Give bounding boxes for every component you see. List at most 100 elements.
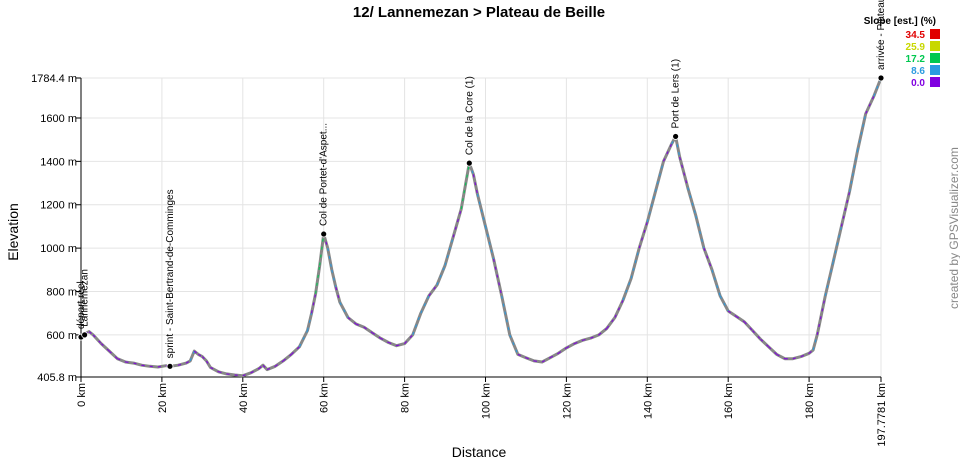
waypoint-label: Col de la Core (1) [464,76,475,155]
slope-segment [848,150,859,192]
slope-segment [533,360,543,363]
slope-segment [347,317,357,325]
slope-segment [436,265,446,286]
slope-segment [226,373,235,376]
x-tick-label: 100 km [480,383,492,419]
x-tick-label: 197.7781 km [876,383,888,447]
slope-segment [125,361,134,364]
slope-segment [205,360,211,368]
slope-legend-value: 0.0 [911,78,925,89]
slope-legend-value: 34.5 [906,30,926,41]
waypoint-label: sprint - Saint-Bertrand-de-Comminges [165,189,176,358]
slope-segment [306,313,313,331]
slope-legend-swatch [930,65,940,75]
slope-segment [141,364,150,367]
slope-segment [335,287,341,303]
slope-segment [117,358,126,363]
slope-segment [282,353,292,362]
x-tick-label: 60 km [319,383,331,413]
slope-segment [792,355,802,360]
slope-segment [258,364,264,369]
slope-segment [865,96,875,114]
slope-segment [776,353,786,360]
slope-segment [157,365,167,368]
y-axis-title: Elevation [5,203,21,261]
slope-segment [380,337,389,344]
chart-title: 12/ Lannemezan > Plateau de Beille [353,4,605,21]
slope-segment [582,337,591,341]
x-tick-label: 20 km [157,383,169,413]
slope-segment [371,332,381,339]
slope-legend-swatch [930,77,940,87]
slope-segment [760,338,770,348]
slope-segment [218,371,227,375]
slope-segment [719,295,729,312]
slope-segment [388,341,397,347]
y-tick-label: 600 m [46,330,77,342]
slope-segment [242,372,252,377]
slope-segment [654,161,665,192]
x-tick-label: 120 km [561,383,573,419]
slope-segment [606,317,616,329]
slope-segment [727,310,737,317]
slope-segment [198,353,203,358]
slope-segment [298,330,309,348]
credit-text: created by GPSVisualizer.com [947,147,960,309]
slope-segment [108,350,118,360]
slope-segment [428,284,438,297]
slope-segment [310,293,317,314]
slope-segment [363,326,373,334]
slope-legend: Slope [est.] (%) 34.525.917.28.60.0 [864,16,940,89]
slope-segment [614,299,624,318]
slope-segment [824,261,834,296]
slope-segment [735,315,745,323]
slope-segment [100,343,110,352]
slope-legend-value: 25.9 [906,42,926,53]
slope-segment [185,360,191,364]
waypoint-dot [877,74,885,82]
y-tick-label: 1400 m [40,156,77,168]
slope-segment [210,366,219,373]
slope-segment [193,350,199,355]
waypoint-dot [320,230,328,238]
slope-segment [88,331,94,336]
axes [80,78,881,378]
x-axis-ticks: 0 km 20 km 40 km 60 km 80 km 100 km 120 km 140 … [76,377,888,447]
slope-segment [671,136,677,145]
y-tick-label: 1200 m [40,200,77,212]
slope-segment [812,334,818,351]
slope-segment [266,365,276,371]
slope-segment [274,360,284,367]
slope-segment [484,226,495,260]
waypoint-dot [465,159,473,167]
y-tick-label: 1600 m [40,113,77,125]
x-tick-label: 40 km [238,383,250,413]
slope-segment [549,352,559,359]
slope-segment [808,349,814,354]
slope-segment [149,365,158,368]
slope-segment [646,191,656,223]
slope-segment [355,323,365,328]
slope-segment [509,334,519,355]
slope-segment [201,356,207,362]
plot-area [80,77,883,378]
slope-segment [92,334,102,344]
slope-legend-swatch [930,41,940,51]
waypoint-label: départ réel [76,281,87,329]
slope-segment [472,174,478,195]
slope-segment [574,339,583,345]
slope-segment [566,343,575,349]
slope-segment [695,215,705,249]
y-tick-label: 800 m [46,287,77,299]
slope-segment [590,334,599,339]
slope-legend-swatch [930,29,940,39]
x-tick-label: 160 km [723,383,735,419]
waypoint-dot [672,133,680,140]
slope-segment [675,136,681,158]
waypoint-label: Lannemezan [80,269,91,327]
y-tick-label: 405.8 m [37,372,77,384]
slope-segment [840,191,851,227]
slope-segment [857,113,867,151]
slope-segment [517,353,527,359]
